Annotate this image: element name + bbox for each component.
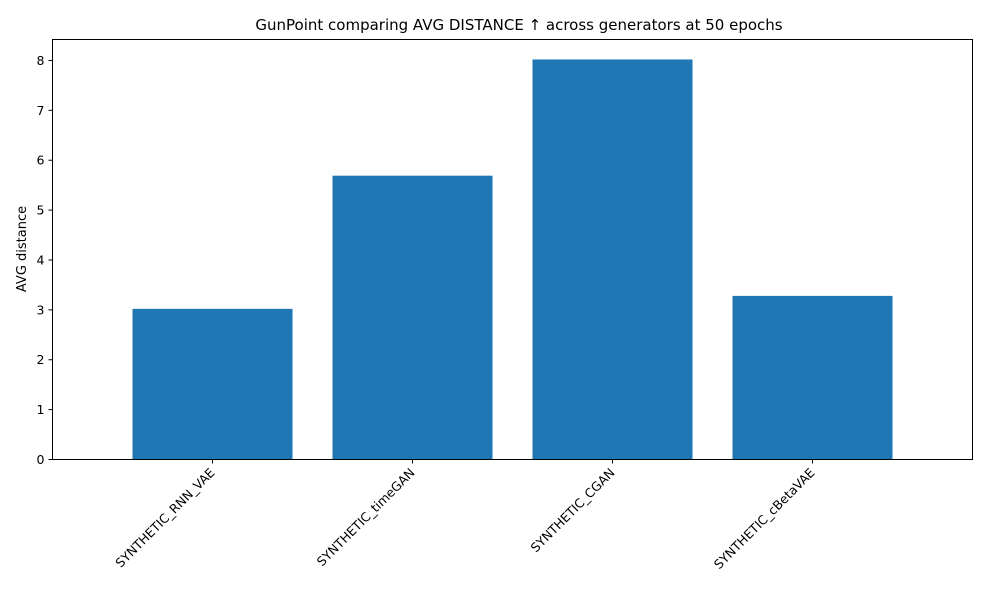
y-tick-label: 4 [37,252,45,267]
y-tick-label: 8 [37,53,45,68]
y-tick-label: 5 [37,203,45,218]
bar-synthetic-rnn-vae [132,308,293,460]
bar-synthetic-timegan [332,175,493,460]
y-tick-label: 2 [37,352,45,367]
bar-synthetic-cgan [532,59,693,460]
y-tick-label: 1 [37,402,45,417]
bar-synthetic-cbetavae [732,295,893,460]
plot-frame [52,39,973,460]
y-axis: 0 1 2 3 4 5 6 7 8 [37,53,53,467]
bars-group [132,59,893,460]
y-tick-label: 3 [37,302,45,317]
y-tick-label: 6 [37,153,45,168]
y-axis-title: AVG distance [15,206,30,292]
y-tick-label: 7 [37,103,45,118]
chart-title: GunPoint comparing AVG DISTANCE ↑ across… [255,16,782,34]
y-tick-label: 0 [37,452,45,467]
